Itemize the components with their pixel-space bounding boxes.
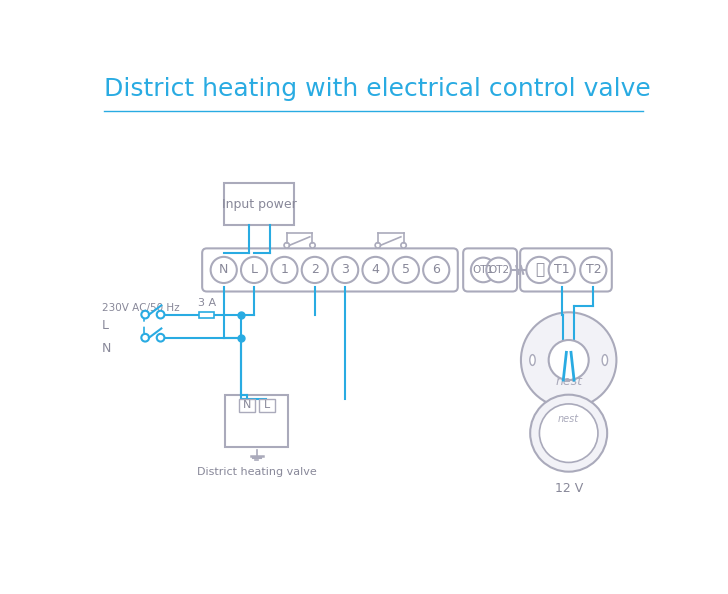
Text: ⏚: ⏚ bbox=[535, 263, 544, 277]
FancyBboxPatch shape bbox=[239, 399, 255, 412]
Circle shape bbox=[530, 394, 607, 472]
Circle shape bbox=[141, 334, 149, 342]
Circle shape bbox=[375, 242, 381, 248]
Circle shape bbox=[210, 257, 237, 283]
Text: T1: T1 bbox=[554, 264, 569, 276]
Circle shape bbox=[272, 257, 298, 283]
Text: 12 V: 12 V bbox=[555, 482, 583, 495]
FancyBboxPatch shape bbox=[225, 394, 288, 447]
Text: 2: 2 bbox=[311, 264, 319, 276]
Text: OT1: OT1 bbox=[472, 265, 494, 275]
Ellipse shape bbox=[602, 355, 608, 365]
FancyBboxPatch shape bbox=[521, 248, 612, 292]
Text: 3: 3 bbox=[341, 264, 349, 276]
Circle shape bbox=[539, 404, 598, 463]
Text: 4: 4 bbox=[371, 264, 379, 276]
Circle shape bbox=[486, 258, 511, 282]
Circle shape bbox=[401, 242, 406, 248]
Circle shape bbox=[471, 258, 496, 282]
Text: 3 A: 3 A bbox=[198, 298, 215, 308]
Text: N: N bbox=[242, 400, 251, 410]
Text: Input power: Input power bbox=[222, 198, 296, 211]
Circle shape bbox=[332, 257, 358, 283]
Circle shape bbox=[549, 340, 589, 380]
FancyBboxPatch shape bbox=[559, 406, 578, 415]
Circle shape bbox=[310, 242, 315, 248]
Text: OT2: OT2 bbox=[488, 265, 509, 275]
Circle shape bbox=[241, 257, 267, 283]
Text: L: L bbox=[264, 400, 270, 410]
Circle shape bbox=[301, 257, 328, 283]
Text: L: L bbox=[102, 319, 109, 332]
FancyBboxPatch shape bbox=[463, 248, 517, 292]
Circle shape bbox=[157, 311, 165, 318]
Text: L: L bbox=[250, 264, 258, 276]
Text: nest: nest bbox=[558, 415, 579, 424]
Text: N: N bbox=[102, 342, 111, 355]
Circle shape bbox=[393, 257, 419, 283]
FancyBboxPatch shape bbox=[224, 183, 294, 225]
Text: 6: 6 bbox=[432, 264, 440, 276]
Text: N: N bbox=[219, 264, 229, 276]
Text: 230V AC/50 Hz: 230V AC/50 Hz bbox=[102, 304, 180, 314]
Circle shape bbox=[284, 242, 290, 248]
Text: District heating valve: District heating valve bbox=[197, 467, 317, 477]
Circle shape bbox=[363, 257, 389, 283]
Circle shape bbox=[141, 311, 149, 318]
FancyBboxPatch shape bbox=[202, 248, 458, 292]
Text: nest: nest bbox=[555, 375, 582, 388]
Text: 1: 1 bbox=[280, 264, 288, 276]
Circle shape bbox=[423, 257, 449, 283]
Text: T2: T2 bbox=[585, 264, 601, 276]
Circle shape bbox=[580, 257, 606, 283]
FancyBboxPatch shape bbox=[259, 399, 274, 412]
Circle shape bbox=[157, 334, 165, 342]
FancyBboxPatch shape bbox=[199, 311, 215, 318]
Text: District heating with electrical control valve: District heating with electrical control… bbox=[103, 77, 650, 102]
Text: 5: 5 bbox=[402, 264, 410, 276]
Circle shape bbox=[526, 257, 553, 283]
Circle shape bbox=[521, 312, 617, 407]
Circle shape bbox=[549, 257, 575, 283]
Ellipse shape bbox=[530, 355, 535, 365]
